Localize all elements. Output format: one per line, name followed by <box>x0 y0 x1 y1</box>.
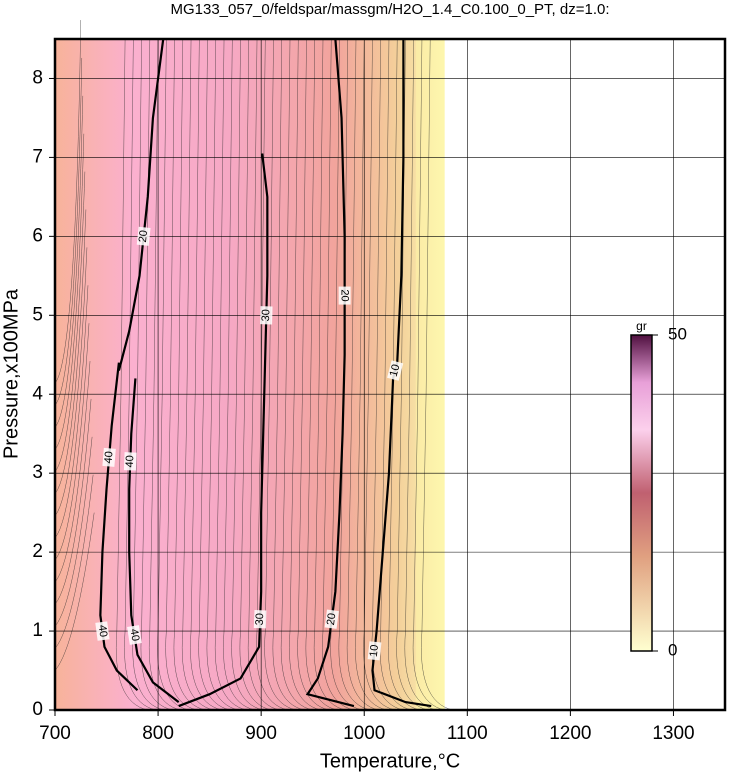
colorbar-label: gr <box>636 319 647 333</box>
contour-label-bg <box>338 286 351 305</box>
contour-label-bg <box>260 306 273 325</box>
contour-label: 40 <box>103 451 116 464</box>
contour-label-group: 20 <box>136 226 151 246</box>
y-tick-label: 8 <box>32 67 43 88</box>
contour-label: 30 <box>254 613 266 626</box>
thin-contour <box>54 57 83 406</box>
y-tick-label: 1 <box>32 620 43 641</box>
thin-contour <box>54 474 94 649</box>
contour-line <box>305 38 355 708</box>
thin-contour <box>54 323 90 561</box>
y-tick-label: 0 <box>32 699 43 720</box>
contour-label-bg <box>136 226 151 246</box>
contour-label-bg <box>95 621 110 641</box>
contour-label-group: 40 <box>123 452 137 471</box>
y-axis-label: Pressure,x100MPa <box>0 288 22 459</box>
x-tick-label: 1100 <box>447 723 488 744</box>
contour-line <box>178 153 269 708</box>
contour-label: 40 <box>128 628 142 642</box>
x-tick-label: 800 <box>142 723 174 744</box>
contour-label-group: 30 <box>260 306 273 325</box>
contour-label-bg <box>367 641 382 661</box>
contour-label-bg <box>253 610 267 629</box>
contour-label-group: 30 <box>253 610 267 629</box>
colorbar <box>630 334 653 652</box>
contour-label: 20 <box>339 289 351 301</box>
field-edge <box>415 39 445 710</box>
x-tick-label: 1300 <box>652 723 694 744</box>
field <box>55 39 445 710</box>
thin-contour <box>54 436 93 627</box>
contour-label-bg <box>102 447 116 467</box>
contour-label: 20 <box>137 230 150 243</box>
contour-label: 30 <box>260 309 272 322</box>
thin-contour <box>54 133 85 450</box>
y-tick-label: 7 <box>32 146 43 167</box>
contour-label-bg <box>387 360 404 381</box>
thin-contour <box>54 95 84 428</box>
x-tick-label: 1000 <box>343 723 385 744</box>
chart-title: MG133_057_0/feldspar/massgm/H2O_1.4_C0.1… <box>170 1 609 18</box>
contour-label-group: 40 <box>102 447 116 467</box>
contour-label: 40 <box>96 624 109 638</box>
thin-contour <box>54 398 92 605</box>
thin-contour <box>54 209 87 494</box>
contour-label-group: 10 <box>367 641 382 661</box>
contour-label-group: 20 <box>338 286 351 305</box>
contour-label-group: 20 <box>324 609 339 629</box>
contour-label-bg <box>127 625 142 645</box>
contour-line <box>99 362 139 692</box>
y-tick-label: 2 <box>32 541 43 562</box>
y-tick-label: 5 <box>32 304 43 325</box>
contour-label: 40 <box>124 455 136 468</box>
x-tick-label: 1200 <box>549 723 591 744</box>
thin-contour <box>54 361 91 583</box>
plot-frame <box>53 37 727 712</box>
y-tick-label: 6 <box>32 225 43 246</box>
contour-label: 10 <box>388 363 403 378</box>
thin-contour <box>54 20 82 384</box>
contour-label-group: 40 <box>127 625 142 645</box>
thin-contour <box>54 247 88 516</box>
x-tick-label: 900 <box>245 723 277 744</box>
thin-contour <box>54 512 95 671</box>
contour-line <box>128 378 180 703</box>
x-tick-label: 700 <box>39 723 71 744</box>
contour-label-bg <box>324 609 339 629</box>
colorbar-tick-label: 50 <box>668 324 687 343</box>
colorbar-tick-label: 0 <box>668 640 677 659</box>
contour-label-bg <box>123 452 137 471</box>
contour-label-group: 40 <box>95 621 110 641</box>
x-axis-label: Temperature,°C <box>320 750 460 772</box>
contour-label: 10 <box>368 644 381 657</box>
thin-contour <box>54 285 89 539</box>
contour-label: 20 <box>325 612 338 626</box>
contour-label-group: 10 <box>387 360 404 381</box>
y-tick-label: 4 <box>32 383 43 404</box>
contour-line <box>371 39 432 708</box>
thin-contour <box>54 171 86 472</box>
y-tick-label: 3 <box>32 462 43 483</box>
